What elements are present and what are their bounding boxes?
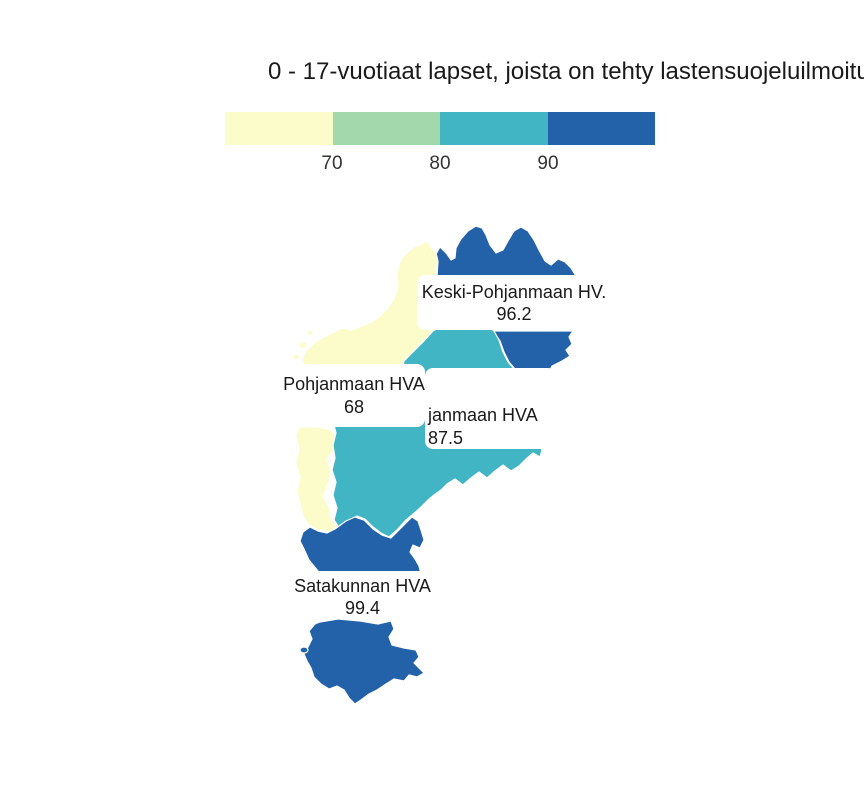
legend-swatch-1 [225, 112, 333, 145]
region-value: 99.4 [344, 598, 381, 618]
satakunta-south-lobe[interactable] [303, 618, 425, 705]
legend-color-bar [225, 112, 655, 145]
satakunta-island[interactable] [299, 646, 309, 654]
region-value: 87.5 [428, 428, 464, 448]
legend-tick-70: 70 [321, 153, 343, 174]
legend-swatch-2 [332, 112, 440, 145]
region-label-text: Keski-Pohjanmaan HV. [421, 282, 607, 302]
chart-title: 0 - 17-vuotiaat lapset, joista on tehty … [268, 58, 864, 85]
map-label-pohjanmaan-hva: Pohjanmaan HVA 68 [283, 364, 425, 427]
legend-swatch-4 [547, 112, 655, 145]
pohjanmaa-island[interactable] [292, 353, 300, 361]
region-value: 68 [343, 397, 365, 417]
legend-tick-80: 80 [429, 153, 451, 174]
region-label-text: Pohjanmaan HVA [283, 374, 425, 394]
pohjanmaa-south-coast[interactable] [295, 426, 338, 533]
region-value: 96.2 [496, 304, 532, 324]
map-label-etela-pohjanmaan-hva: janmaan HVA 87.5 [425, 368, 556, 449]
map-label-satakunnan-hva: Satakunnan HVA 99.4 [287, 571, 438, 619]
map-label-keski-pohjanmaan-hva: Keski-Pohjanmaan HV. 96.2 [417, 275, 611, 330]
pohjanmaa-island[interactable] [306, 329, 314, 337]
region-pohjanmaan-hva[interactable] [292, 240, 439, 533]
region-label-text: janmaan HVA [428, 405, 538, 425]
region-label-text: Satakunnan HVA [294, 576, 431, 596]
legend-swatch-3 [440, 112, 548, 145]
color-legend: 70 80 90 [225, 112, 655, 178]
legend-tick-90: 90 [537, 153, 559, 174]
pohjanmaa-island[interactable] [298, 340, 308, 350]
region-satakunnan-hva[interactable] [299, 516, 425, 705]
